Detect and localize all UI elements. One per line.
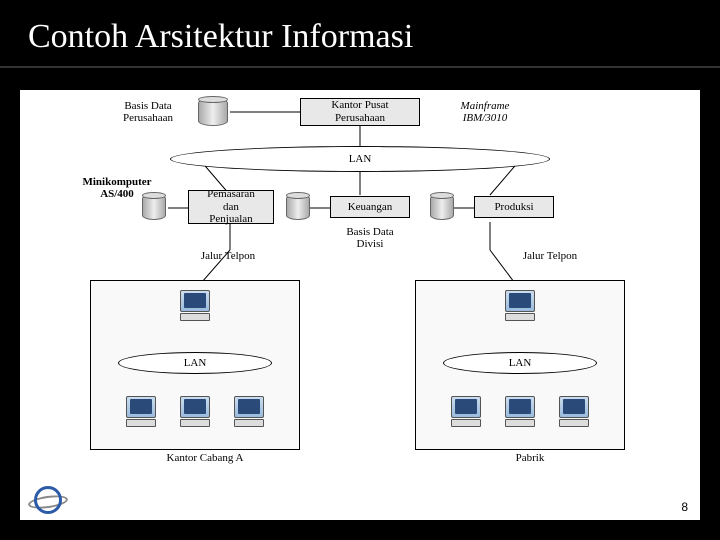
cylinder-icon xyxy=(142,194,166,220)
slide: Contoh Arsitektur Informasi xyxy=(0,0,720,540)
box-keuangan: Keuangan xyxy=(330,196,410,218)
computer-icon xyxy=(178,396,212,427)
ellipse-lan-right: LAN xyxy=(443,352,597,374)
computer-icon xyxy=(557,396,591,427)
cylinder-icon xyxy=(198,98,228,126)
box-produksi: Produksi xyxy=(474,196,554,218)
header: Contoh Arsitektur Informasi xyxy=(0,0,720,68)
label-kantor-cabang: Kantor Cabang A xyxy=(150,452,260,464)
page-title: Contoh Arsitektur Informasi xyxy=(28,18,692,56)
label-basis-data-perusahaan: Basis DataPerusahaan xyxy=(108,100,188,124)
cylinder-icon xyxy=(430,194,454,220)
network-diagram: Basis DataPerusahaan Kantor PusatPerusah… xyxy=(20,90,700,520)
computer-icon xyxy=(232,396,266,427)
label-mainframe: MainframeIBM/3010 xyxy=(440,100,530,124)
ellipse-lan-left: LAN xyxy=(118,352,272,374)
box-kantor-pusat: Kantor PusatPerusahaan xyxy=(300,98,420,126)
computer-icon xyxy=(178,290,212,321)
computer-icon xyxy=(124,396,158,427)
box-pemasaran: PemasarandanPenjualan xyxy=(188,190,274,224)
label-pabrik: Pabrik xyxy=(500,452,560,464)
computer-icon xyxy=(503,396,537,427)
content-area: Basis DataPerusahaan Kantor PusatPerusah… xyxy=(20,90,700,520)
cylinder-icon xyxy=(286,194,310,220)
ellipse-lan-top: LAN xyxy=(170,146,550,172)
label-basis-data-divisi: Basis DataDivisi xyxy=(330,226,410,250)
computer-icon xyxy=(449,396,483,427)
page-number: 8 xyxy=(681,500,688,514)
logo-icon xyxy=(34,488,74,512)
label-jalur-telpon-1: Jalur Telpon xyxy=(188,250,268,262)
label-jalur-telpon-2: Jalur Telpon xyxy=(510,250,590,262)
computer-icon xyxy=(503,290,537,321)
